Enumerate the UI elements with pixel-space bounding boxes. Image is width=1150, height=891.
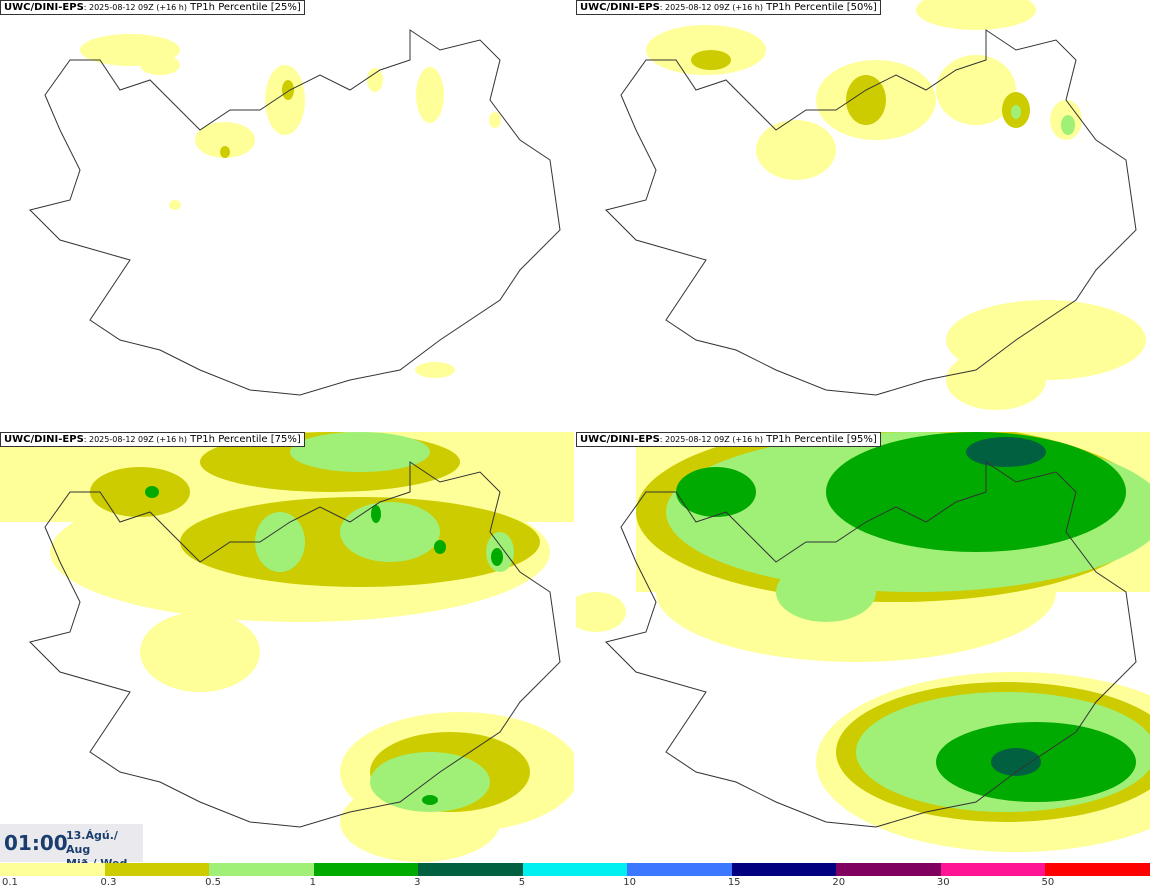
panel-title: UWC/DINI-EPS: 2025-08-12 09Z (+16 h) TP1… — [0, 432, 305, 447]
colorbar-swatch — [627, 863, 732, 876]
colorbar-swatch — [1045, 863, 1150, 876]
colorbar-ticks: 0.1 0.3 0.5 1 3 5 10 15 20 30 50 — [0, 877, 1150, 891]
colorbar-tick-label: 3 — [414, 877, 421, 888]
colorbar-tick-label: 15 — [727, 877, 741, 888]
valid-time-box: 01:00 13.Ágú./ Aug Mið./ Wed — [0, 824, 143, 870]
colorbar-tick-label: 0.5 — [205, 877, 221, 888]
precip-field — [0, 432, 574, 862]
panel-title: UWC/DINI-EPS: 2025-08-12 09Z (+16 h) TP1… — [0, 0, 305, 15]
panel-title: UWC/DINI-EPS: 2025-08-12 09Z (+16 h) TP1… — [576, 432, 881, 447]
precip-field — [576, 432, 1150, 852]
colorbar-swatch — [0, 863, 105, 876]
colorbar-swatch — [313, 863, 419, 876]
iceland-coastline — [605, 29, 1137, 396]
precip-field — [80, 34, 501, 378]
colorbar-tick-label: 50 — [1041, 877, 1055, 888]
iceland-coastline — [605, 461, 1137, 828]
precip-map-p50 — [605, 0, 1146, 410]
colorbar-tick-label: 0.3 — [100, 877, 117, 888]
colorbar — [0, 863, 1150, 876]
iceland-coastline — [29, 29, 561, 396]
map-panel-p95: UWC/DINI-EPS: 2025-08-12 09Z (+16 h) TP1… — [576, 432, 1150, 862]
colorbar-swatch — [104, 863, 210, 876]
colorbar-tick-label: 5 — [518, 877, 526, 888]
colorbar-tick-label: 20 — [832, 877, 846, 888]
colorbar-swatch — [209, 863, 314, 876]
map-panel-p25: UWC/DINI-EPS: 2025-08-12 09Z (+16 h) TP1… — [0, 0, 574, 430]
colorbar-swatch — [731, 863, 837, 876]
precip-field — [646, 0, 1146, 410]
colorbar-swatch — [522, 863, 628, 876]
map-panel-p75: UWC/DINI-EPS: 2025-08-12 09Z (+16 h) TP1… — [0, 432, 574, 862]
colorbar-tick-label: 10 — [623, 877, 636, 888]
iceland-coastline — [29, 461, 561, 828]
panel-title: UWC/DINI-EPS: 2025-08-12 09Z (+16 h) TP1… — [576, 0, 881, 15]
precip-map-p75 — [0, 432, 574, 862]
colorbar-tick-label: 1 — [309, 877, 316, 888]
colorbar-swatch — [940, 863, 1046, 876]
colorbar-tick-label: 30 — [936, 877, 950, 888]
precip-map-p95 — [576, 432, 1150, 852]
map-panel-p50: UWC/DINI-EPS: 2025-08-12 09Z (+16 h) TP1… — [576, 0, 1150, 430]
valid-time: 01:00 — [4, 831, 68, 855]
colorbar-swatch — [836, 863, 941, 876]
colorbar-tick-label: 0.1 — [2, 877, 18, 888]
colorbar-swatch — [418, 863, 523, 876]
precip-map-p25 — [29, 29, 561, 396]
valid-date-line1: 13.Ágú./ Aug — [66, 829, 118, 856]
